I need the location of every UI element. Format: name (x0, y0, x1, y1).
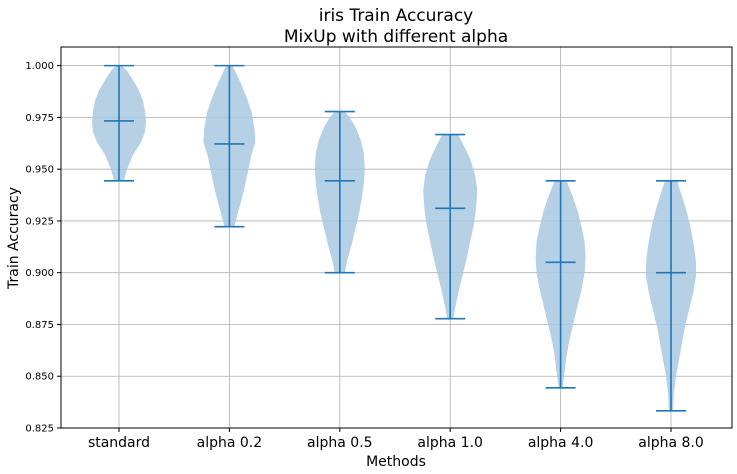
x-tick-label: standard (88, 435, 150, 451)
x-tick-label: alpha 0.5 (307, 435, 373, 451)
x-tick-label: alpha 1.0 (417, 435, 483, 451)
chart-title: iris Train Accuracy (319, 6, 474, 26)
chart-subtitle: MixUp with different alpha (284, 27, 508, 47)
y-tick-label: 0.850 (25, 372, 54, 383)
violins (92, 64, 696, 412)
x-axis-label: Methods (366, 454, 426, 470)
y-tick-label: 1.000 (25, 61, 54, 72)
y-tick-label: 0.925 (25, 216, 54, 227)
x-tick-label: alpha 8.0 (638, 435, 704, 451)
x-tick-label: alpha 0.2 (197, 435, 263, 451)
y-tick-label: 0.900 (25, 268, 54, 279)
y-axis-ticks: 0.825 0.850 0.875 0.900 0.925 0.950 0.975 1.000 (25, 61, 61, 435)
x-axis-ticks: standard alpha 0.2 alpha 0.5 alpha 1.0 alpha… (88, 428, 704, 451)
y-tick-label: 0.825 (25, 424, 54, 435)
grid (61, 47, 732, 429)
y-tick-label: 0.875 (25, 320, 54, 331)
plot-frame (60, 46, 733, 429)
y-tick-label: 0.975 (25, 113, 54, 124)
y-axis-label: Train Accuracy (6, 187, 22, 290)
y-tick-label: 0.950 (25, 165, 54, 176)
x-tick-label: alpha 4.0 (528, 435, 594, 451)
